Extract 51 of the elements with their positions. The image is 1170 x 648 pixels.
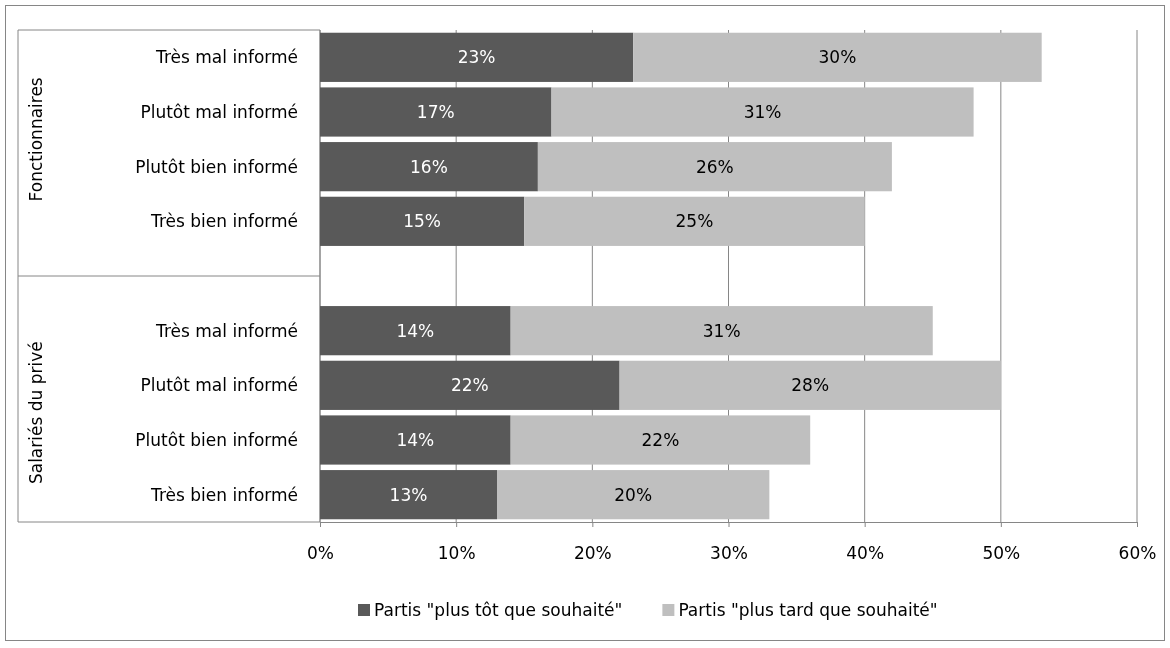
data-label: 14% <box>396 320 435 341</box>
y-tick-label: Très bien informé <box>150 211 298 232</box>
y-tick-label: Très mal informé <box>155 320 298 341</box>
bar <box>633 32 1042 82</box>
x-tick-label: 40% <box>846 543 885 564</box>
bar <box>320 470 498 520</box>
legend-label: Partis "plus tôt que souhaité" <box>374 599 623 620</box>
bar <box>510 306 933 356</box>
x-tick-label: 30% <box>710 543 748 564</box>
data-label: 31% <box>743 101 782 122</box>
data-label: 22% <box>641 429 680 450</box>
bar <box>320 142 538 192</box>
y-tick-label: Plutôt bien informé <box>135 429 298 450</box>
bar <box>524 196 865 246</box>
bar <box>510 415 811 465</box>
y-tick-label: Plutôt mal informé <box>140 101 298 122</box>
bar <box>537 142 892 192</box>
data-label: 13% <box>389 484 428 505</box>
x-tick-label: 20% <box>573 543 612 564</box>
legend-label: Partis "plus tard que souhaité" <box>678 599 938 620</box>
bar <box>320 415 511 465</box>
bar <box>551 87 974 137</box>
data-label: 22% <box>450 375 489 396</box>
data-label: 16% <box>410 156 448 177</box>
bar <box>320 306 511 356</box>
y-tick-label: Plutôt bien informé <box>135 156 298 177</box>
text: Fonctionnaires <box>26 77 46 202</box>
data-label: 17% <box>416 101 455 122</box>
data-label: 15% <box>403 211 442 232</box>
x-tick-label: 0% <box>307 543 334 564</box>
y-tick-label: Plutôt mal informé <box>140 375 298 396</box>
data-label: 25% <box>675 211 714 232</box>
data-label: 26% <box>695 156 734 177</box>
bar <box>320 196 525 246</box>
data-label: 30% <box>818 47 857 68</box>
x-tick-label: 60% <box>1118 543 1157 564</box>
bar <box>320 32 634 82</box>
bar <box>320 87 552 137</box>
data-label: 31% <box>702 320 741 341</box>
y-tick-label: Très bien informé <box>150 484 298 505</box>
bar <box>619 360 1001 410</box>
data-label: 20% <box>614 484 653 505</box>
data-label: 28% <box>791 375 830 396</box>
x-tick-label: 50% <box>982 543 1021 564</box>
text: Salariés du privé <box>26 341 46 485</box>
data-label: 14% <box>396 429 435 450</box>
y-tick-label: Très mal informé <box>155 47 298 68</box>
data-label: 23% <box>457 47 496 68</box>
bar <box>497 470 770 520</box>
bar <box>320 360 620 410</box>
x-tick-label: 10% <box>437 543 476 564</box>
